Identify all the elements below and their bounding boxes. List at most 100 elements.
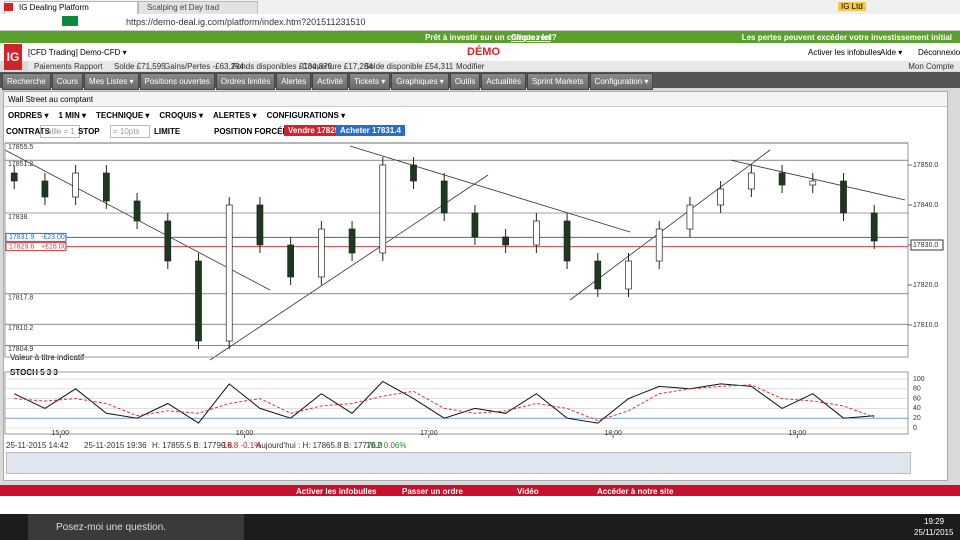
candle-body xyxy=(809,180,817,186)
account-item[interactable]: Modifier xyxy=(456,62,485,71)
current-price-box xyxy=(910,239,944,251)
menu-item[interactable]: Sprint Markets xyxy=(526,73,589,90)
bottom-link[interactable]: Vidéo xyxy=(517,487,539,496)
account-item[interactable]: Mon Compte xyxy=(908,62,954,71)
candle-body xyxy=(655,228,663,262)
level-label: 17851.2 xyxy=(8,161,33,168)
menu-item[interactable]: Recherche xyxy=(2,73,51,90)
bottom-link[interactable]: Accéder à notre site xyxy=(597,487,674,496)
menu-item[interactable]: Configuration ▾ xyxy=(589,73,654,90)
price-box xyxy=(5,232,67,242)
menu-item[interactable]: Positions ouvertes xyxy=(139,73,215,90)
size-input[interactable]: Taille = 1 xyxy=(40,125,80,138)
date: 25/11/2015 xyxy=(914,528,954,537)
level-label: 17810.2 xyxy=(8,325,33,332)
toolbar-item[interactable]: CONFIGURATIONS ▾ xyxy=(266,111,346,120)
y-tick-label: 100 xyxy=(913,376,925,383)
change: -16.8 -0.1% xyxy=(220,441,262,450)
logo: IG xyxy=(4,44,22,70)
today-stats: Aujourd'hui : H: 17865.8 B: 17776.0 xyxy=(256,441,383,450)
candle-body xyxy=(533,220,540,246)
date-to: 25-11-2015 19:36 xyxy=(84,441,147,450)
y-tick-label: 17840.0 xyxy=(913,202,938,209)
bottom-link[interactable]: Activer les infobulles xyxy=(296,487,377,496)
risk-warning: Les pertes peuvent excéder votre investi… xyxy=(741,33,952,42)
price-label: 17829.6 xyxy=(9,243,34,250)
stop-input[interactable]: = 10pts xyxy=(110,125,150,138)
buy-button[interactable]: Acheter 17831.4 xyxy=(336,125,405,136)
candle-body xyxy=(72,172,79,198)
account-item[interactable]: Rapport xyxy=(74,62,103,71)
plot-frame xyxy=(4,371,909,435)
bottom-bar: Activer les infobulles Passer un ordre Vid… xyxy=(0,485,960,496)
account-item: Solde £71,595 xyxy=(114,62,166,71)
menu-item[interactable]: Alertes xyxy=(276,73,312,90)
y-tick-label: 17830.0 xyxy=(913,242,938,249)
menu-item[interactable]: Outils xyxy=(449,73,481,90)
y-tick-label: 40 xyxy=(913,405,921,412)
toolbar-item[interactable]: TECHNIQUE ▾ xyxy=(96,111,150,120)
candle-body xyxy=(41,180,49,198)
menu-item[interactable]: Cours xyxy=(51,73,84,90)
menu-item[interactable]: Mes Listes ▾ xyxy=(84,73,139,90)
level-label: 17838 xyxy=(8,214,28,221)
date-from: 25-11-2015 14:42 xyxy=(6,441,69,450)
trend-line xyxy=(569,149,771,301)
url[interactable]: https://demo-deal.ig.com/platform/index.… xyxy=(126,17,366,27)
trend-line xyxy=(349,145,631,233)
toolbar-item[interactable]: 1 MIN ▾ xyxy=(58,111,87,120)
account-item[interactable]: Paiements xyxy=(34,62,72,71)
stoch-line xyxy=(13,380,875,424)
label: CONTRATS xyxy=(6,127,50,136)
candle-body xyxy=(287,244,294,278)
account-bar: Paiements Rapport Solde £71,595 Gains/Pe… xyxy=(28,61,960,71)
bottom-icons xyxy=(0,496,960,514)
candle-body xyxy=(563,220,571,262)
level-label: 17804.9 xyxy=(8,346,33,353)
secure-icon xyxy=(62,16,78,26)
price-box xyxy=(5,242,67,252)
toolbar-item[interactable]: ORDRES ▾ xyxy=(8,111,49,120)
menu-item[interactable]: Graphiques ▾ xyxy=(391,73,449,90)
sell-button[interactable]: Vendre 17829.6 xyxy=(284,125,350,136)
account-select[interactable]: [CFD Trading] Demo-CFD ▾ xyxy=(28,48,127,57)
candle-body xyxy=(686,204,694,230)
clock: 19:29 xyxy=(924,517,945,526)
account-item: Solde disponible £54,311 xyxy=(364,62,454,71)
favicon xyxy=(4,3,13,11)
header-link[interactable]: Aide ▾ xyxy=(880,48,903,57)
navigator[interactable] xyxy=(6,452,911,474)
mode: DÉMO xyxy=(467,46,500,58)
plot-frame xyxy=(4,142,909,358)
trend-line xyxy=(729,159,906,201)
y-tick-label: 17820.0 xyxy=(913,282,938,289)
candle-body xyxy=(625,260,632,290)
banner-link[interactable]: Cliquez ici xyxy=(511,33,551,42)
menu-item[interactable]: Tickets ▾ xyxy=(348,73,391,90)
y-tick-label: 80 xyxy=(913,386,921,393)
price-label: 17831.9 xyxy=(9,234,34,241)
candle-body xyxy=(502,236,509,246)
search-box[interactable] xyxy=(28,514,244,540)
panel-title: Wall Street au comptant xyxy=(8,95,94,104)
banner: Prêt à investir sur un compte réel? Cliq… xyxy=(0,31,960,43)
toolbar-item[interactable]: CROQUIS ▾ xyxy=(159,111,203,120)
y-tick-label: 17810.0 xyxy=(913,322,938,329)
candle-body xyxy=(379,164,387,254)
today-change: 10.2 0.06% xyxy=(366,441,407,450)
candle-body xyxy=(594,260,602,290)
menu-item[interactable]: Actualités xyxy=(481,73,526,90)
candle-body xyxy=(348,228,356,254)
bottom-link[interactable]: Passer un ordre xyxy=(402,487,463,496)
header-link[interactable]: Déconnexion xyxy=(918,48,960,57)
menu-item[interactable]: Ordres limités xyxy=(215,73,276,90)
address-bar: https://demo-deal.ig.com/platform/index.… xyxy=(0,14,960,31)
header-link[interactable]: Activer les infobulles xyxy=(808,48,881,57)
candle-body xyxy=(440,180,448,214)
toolbar-item[interactable]: ALERTES ▾ xyxy=(212,111,257,120)
account-item: Fonds disponibles £134,879 xyxy=(232,62,333,71)
menu-item[interactable]: Activité xyxy=(312,73,348,90)
candle-body xyxy=(318,228,325,278)
toolbar: ORDRES ▾ 1 MIN ▾ TECHNIQUE ▾ CROQUIS ▾ ALERT… xyxy=(8,111,355,120)
